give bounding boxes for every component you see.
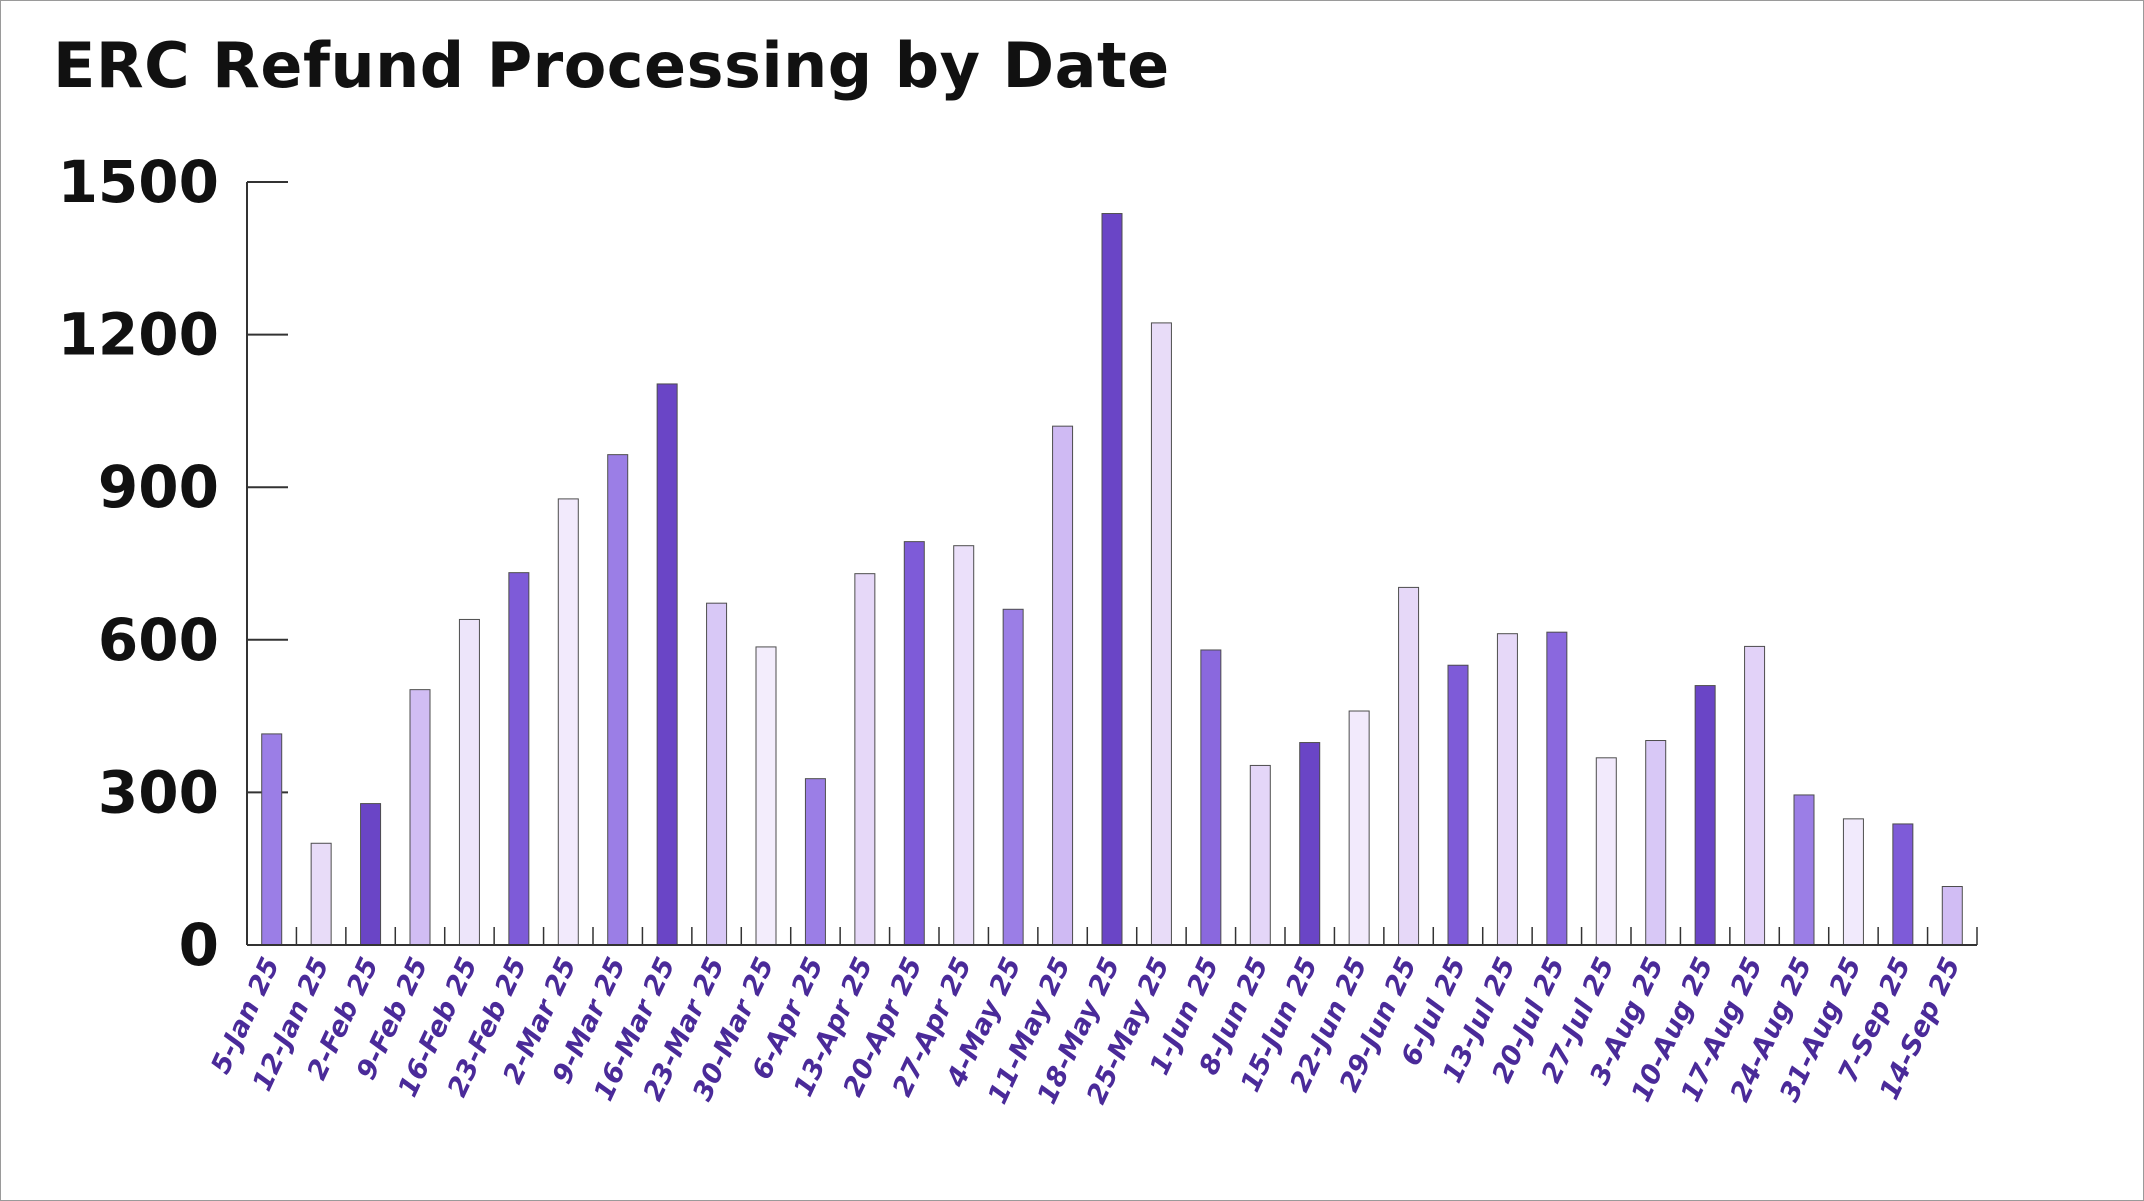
y-tick-label: 300 (98, 758, 219, 826)
bar-series (261, 213, 1963, 946)
bar (1249, 764, 1271, 946)
y-tick-label: 1200 (58, 301, 219, 369)
bar (1892, 823, 1914, 946)
bar (903, 541, 925, 946)
axes (246, 182, 1977, 946)
bar (458, 618, 480, 946)
y-tick-label: 0 (179, 911, 219, 979)
y-axis: 0 300 600 900 1200 1500 (58, 148, 288, 979)
bar (1793, 794, 1815, 946)
bar (508, 572, 530, 946)
bar (1101, 213, 1123, 946)
bar (1694, 685, 1716, 946)
bar (1052, 425, 1074, 946)
bar (1496, 633, 1518, 946)
bar (409, 689, 431, 946)
bar (557, 498, 579, 946)
bar (1842, 818, 1864, 946)
bar (1447, 664, 1469, 946)
bar (1645, 740, 1667, 946)
y-tick-label: 900 (98, 453, 219, 521)
bar (854, 573, 876, 946)
bar (1941, 886, 1963, 946)
y-tick-label: 1500 (58, 148, 219, 216)
bar (1150, 322, 1172, 946)
bar (1595, 757, 1617, 946)
bar (804, 778, 826, 946)
bar (310, 842, 332, 946)
bar (1299, 742, 1321, 946)
bar (1348, 710, 1370, 946)
bar (656, 383, 678, 946)
bar (706, 602, 728, 946)
bar (1002, 608, 1024, 946)
bar (953, 545, 975, 946)
y-tick-label: 600 (98, 606, 219, 674)
chart-title: ERC Refund Processing by Date (53, 29, 1170, 102)
bar (261, 733, 283, 946)
bar (1744, 645, 1766, 946)
bar (1200, 649, 1222, 946)
bar (755, 646, 777, 946)
bar (1546, 631, 1568, 946)
bar (360, 803, 382, 946)
bar (1398, 586, 1420, 946)
bar (607, 454, 629, 946)
